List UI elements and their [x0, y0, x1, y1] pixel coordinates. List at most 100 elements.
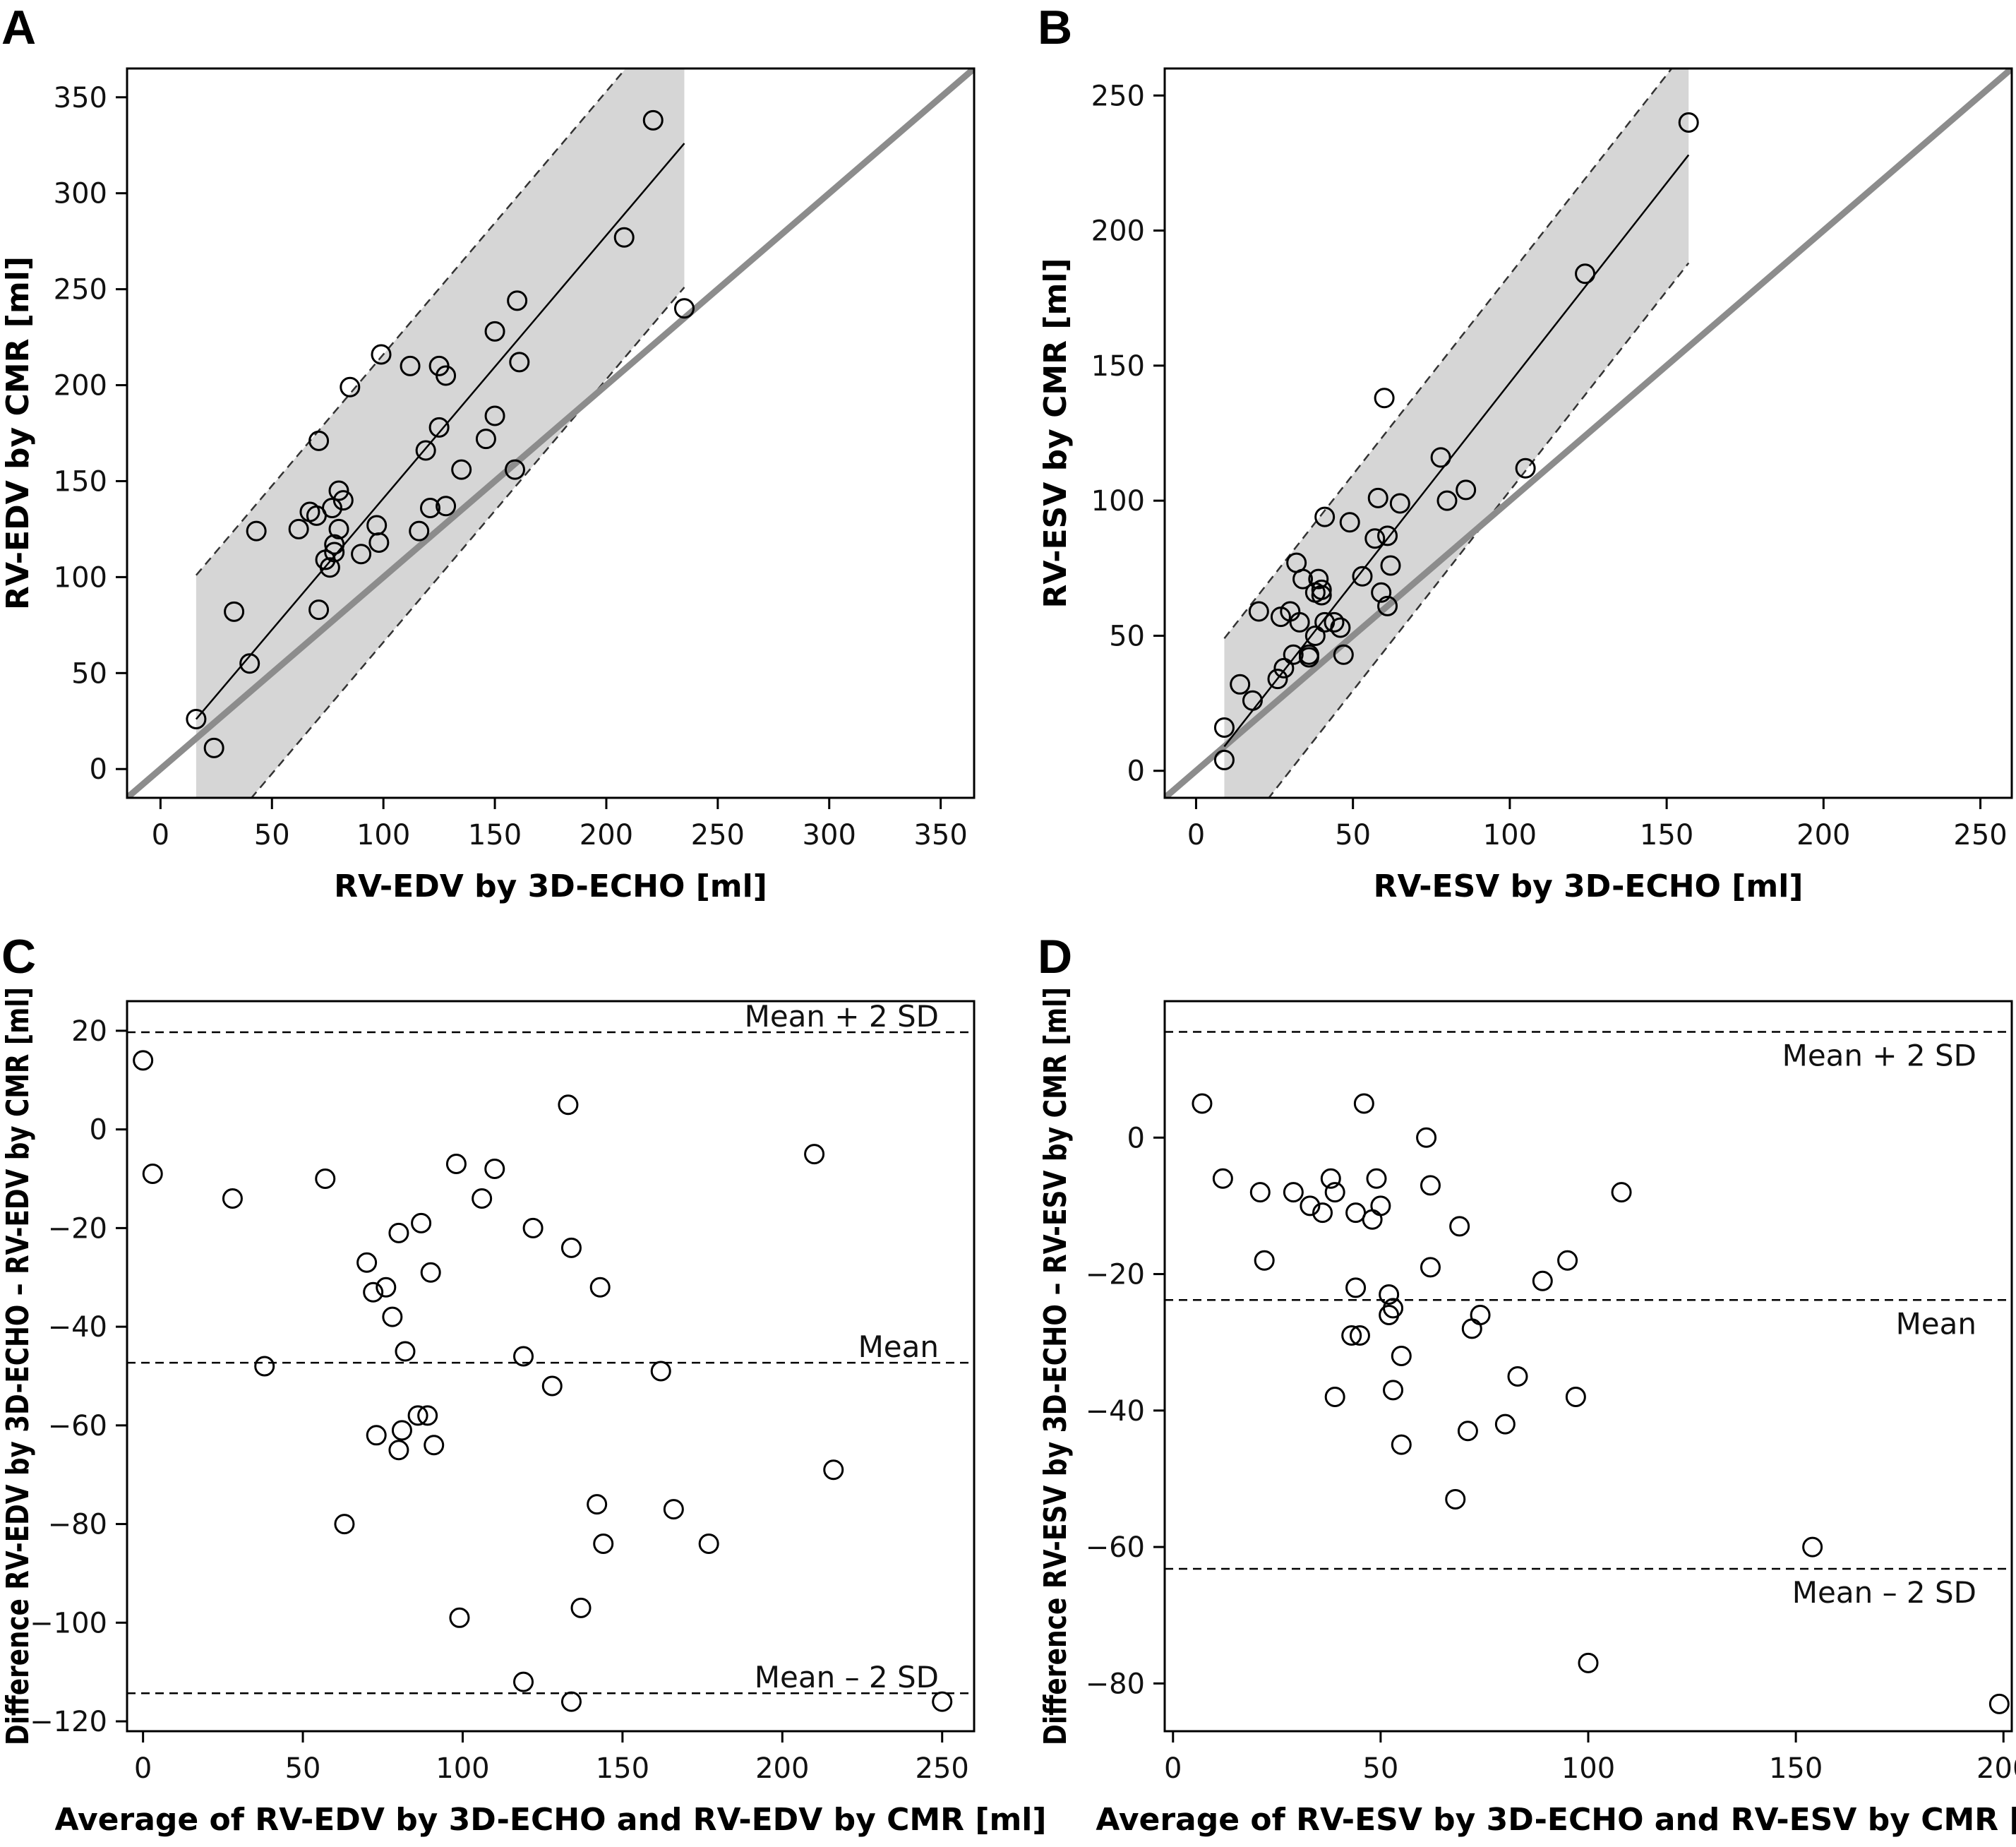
- panel-b-data-point: [1377, 595, 1398, 616]
- panel-c-y-tick-label: −120: [30, 1706, 107, 1738]
- panel-b-data-point: [1292, 568, 1314, 590]
- panel-d-data-point: [1988, 1693, 2010, 1714]
- panel-d-plot-frame: [1163, 1000, 2013, 1733]
- panel-c-data-point: [593, 1534, 614, 1555]
- panel-d-data-point: [1345, 1277, 1367, 1298]
- panel-b-data-point: [1324, 611, 1345, 633]
- panel-c-y-tick-label: −40: [48, 1311, 107, 1344]
- panel-a-data-point: [484, 405, 505, 426]
- panel-a-y-tick-label: 350: [54, 82, 107, 114]
- panel-b-data-point: [1314, 506, 1336, 527]
- panel-d-data-point: [1507, 1365, 1528, 1387]
- panel-c-data-point: [133, 1050, 154, 1071]
- panel-d-data-point: [1379, 1305, 1400, 1326]
- panel-a-data-point: [288, 518, 309, 539]
- panel-b-x-tick-label: 100: [1483, 819, 1537, 851]
- panel-b-x-tick-label: 50: [1335, 819, 1371, 851]
- panel-d-data-point: [1254, 1250, 1275, 1271]
- panel-d-y-tick-label: −80: [1086, 1668, 1145, 1700]
- panel-a-data-point: [673, 298, 695, 319]
- panel-c-data-point: [558, 1094, 579, 1116]
- panel-c-data-point: [472, 1188, 493, 1209]
- panel-a-data-point: [340, 376, 361, 398]
- panel-a-upper-band-edge: [195, 68, 628, 576]
- panel-b-data-point: [1304, 625, 1326, 646]
- panel-a-data-point: [239, 653, 260, 674]
- panel-d-ref-label-1: Mean: [1896, 1306, 1976, 1341]
- panel-d-y-tick-label: −20: [1086, 1259, 1145, 1291]
- panel-a-data-point: [324, 542, 345, 563]
- panel-d-data-point: [1192, 1093, 1213, 1114]
- panel-b-data-point: [1298, 647, 1319, 668]
- panel-a-identity-line: [127, 68, 974, 798]
- panel-b-regression-line: [1223, 154, 1690, 748]
- panel-a-data-point: [224, 601, 245, 622]
- panel-d-data-point: [1300, 1195, 1321, 1217]
- panel-d-x-tick-label: 100: [1561, 1752, 1615, 1785]
- panel-a-data-point: [328, 518, 349, 539]
- panel-c-data-point: [222, 1188, 243, 1209]
- panel-c-x-tick-label: 50: [285, 1752, 321, 1785]
- panel-b-data-point: [1575, 263, 1596, 285]
- panel-b-data-point: [1248, 601, 1269, 622]
- panel-c-ref-label-1: Mean: [858, 1329, 939, 1364]
- panel-b-data-point: [1678, 112, 1699, 133]
- panel-a-data-point: [507, 290, 528, 311]
- panel-letter-b: B: [1038, 1, 1072, 54]
- panel-a-y-tick-label: 0: [90, 753, 107, 786]
- panel-d-data-point: [1420, 1175, 1441, 1196]
- panel-d-ref-label-0: Mean + 2 SD: [1782, 1038, 1976, 1072]
- panel-c-data-point: [663, 1499, 684, 1520]
- panel-c-data-point: [513, 1671, 534, 1692]
- panel-d-data-point: [1353, 1093, 1374, 1114]
- panel-c-plot-frame: [126, 1000, 976, 1733]
- panel-b-data-point: [1213, 749, 1235, 770]
- panel-d-data-point: [1320, 1168, 1341, 1189]
- panel-d-data-point: [1445, 1488, 1466, 1510]
- panel-d-data-point: [1383, 1380, 1404, 1401]
- panel-a-data-point: [332, 490, 354, 511]
- panel-a-data-point: [400, 355, 421, 376]
- panel-d-data-point: [1341, 1325, 1362, 1346]
- panel-a-data-point: [451, 459, 472, 480]
- panel-b-y-tick-label: 150: [1091, 350, 1145, 383]
- panel-c-data-point: [366, 1425, 387, 1446]
- panel-a-data-point: [419, 498, 440, 519]
- panel-b-x-axis-label: RV-ESV by 3D-ECHO [ml]: [1374, 868, 1804, 904]
- panel-c-y-axis-label: Difference RV-EDV by 3D-ECHO – RV-EDV by…: [0, 987, 36, 1745]
- panel-c-x-tick-label: 250: [916, 1752, 969, 1785]
- panel-d-ref-label-2: Mean – 2 SD: [1792, 1575, 1976, 1610]
- panel-c-data-point: [391, 1420, 412, 1441]
- panel-b-y-tick-label: 250: [1091, 80, 1145, 112]
- panel-d-data-point: [1249, 1182, 1271, 1203]
- panel-b-data-point: [1374, 388, 1395, 409]
- panel-b-upper-band-edge: [1223, 68, 1673, 640]
- panel-c-data-point: [388, 1222, 409, 1243]
- panel-d-data-point: [1312, 1202, 1333, 1224]
- panel-b-data-point: [1311, 585, 1332, 606]
- panel-c-y-tick-label: 20: [71, 1015, 107, 1048]
- panel-a-data-point: [319, 557, 340, 578]
- panel-b-scatter: 0 50 100 150 200 250 0 50 100 150 200 250 RV-ESV by…: [1038, 67, 2013, 904]
- panel-c-data-point: [376, 1277, 397, 1298]
- panel-c-data-point: [142, 1164, 163, 1185]
- panel-c-data-point: [356, 1252, 378, 1273]
- panel-d-data-point: [1578, 1652, 1599, 1673]
- panel-b-data-point: [1352, 566, 1373, 587]
- panel-b-y-tick-label: 0: [1127, 755, 1145, 788]
- panel-a-data-point: [484, 321, 505, 342]
- panel-a-data-point: [642, 109, 664, 131]
- panel-c-data-point: [522, 1217, 544, 1238]
- panel-c-x-tick-label: 0: [134, 1752, 152, 1785]
- panel-d-y-tick-label: −40: [1086, 1395, 1145, 1428]
- panel-a-y-tick-label: 100: [54, 561, 107, 594]
- panel-b-x-tick-label: 250: [1953, 819, 2007, 851]
- panel-c-x-tick-label: 200: [755, 1752, 809, 1785]
- panel-d-data-point: [1802, 1536, 1823, 1558]
- panel-a-data-point: [428, 417, 450, 438]
- panel-d-data-point: [1212, 1168, 1233, 1189]
- panel-d-x-tick-label: 200: [1976, 1752, 2016, 1785]
- panel-c-data-point: [424, 1435, 445, 1456]
- panel-b-y-tick-label: 50: [1109, 620, 1145, 652]
